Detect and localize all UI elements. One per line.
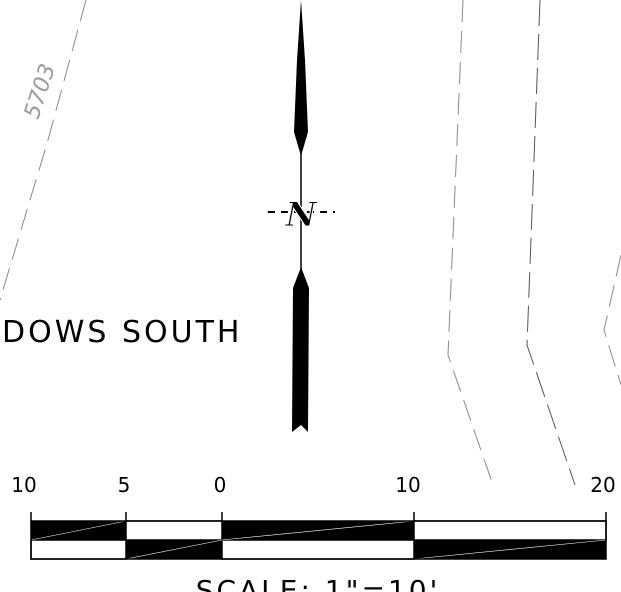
north-arrow-tail [292, 267, 309, 432]
scale-tick-label: 20 [590, 473, 615, 497]
north-letter: N [284, 195, 318, 235]
scale-segment [30, 539, 127, 560]
subdivision-name: DOWS SOUTH [2, 315, 242, 350]
contour-label: 5703 [20, 61, 61, 122]
scale-segment [221, 539, 415, 560]
scale-tick-label: 10 [11, 473, 36, 497]
scale-tick-label: 10 [395, 473, 420, 497]
scale-caption: SCALE: 1"=10' [196, 574, 441, 592]
scale-bar: 10 5 0 10 20 SCALE: 1"=10' [11, 473, 615, 592]
scale-tick-label: 5 [118, 473, 131, 497]
north-arrow-head [294, 0, 308, 156]
scale-segment [125, 520, 223, 541]
scale-tick-label: 0 [214, 473, 227, 497]
north-arrow: N [268, 0, 335, 432]
scale-segment [413, 520, 607, 541]
contour-line-5703: 5703 [0, 0, 87, 301]
contour-lines-right [447, 0, 621, 486]
